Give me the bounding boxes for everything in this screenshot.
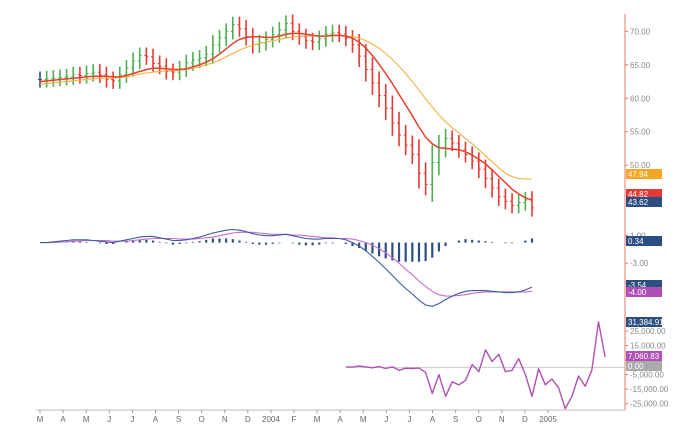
x-tick-label-17: A [430,415,436,424]
x-tick-label-20: N [499,415,505,424]
x-tick-label-11: F [292,415,297,424]
price-tick-label-2: 60.00 [630,94,651,103]
volume-value-tag-1: 7,060.83 [628,352,660,361]
x-tick-label-1: A [60,415,66,424]
chart-frame [36,14,626,411]
x-tick-label-6: S [176,415,181,424]
x-tick-label-2: M [83,415,90,424]
volume-value-tag-0: 31,384.91 [628,318,664,327]
macd-value-tag-0: 0.34 [628,237,644,246]
volume-value-tag-1-box [626,351,662,361]
macd-value-tag-2-box [626,287,662,297]
price-value-tag-0-box [626,169,662,179]
volume-value-tag-2: 0.00 [628,362,644,371]
volume-tick-label-0: 25,000.00 [630,327,666,336]
price-tick-label-0: 70.00 [630,27,651,36]
x-tick-label-7: O [199,415,205,424]
x-tick-label-21: D [522,415,528,424]
x-tick-label-15: J [384,415,388,424]
x-tick-label-0: M [37,415,44,424]
x-tick-label-10: 2004 [262,415,280,424]
volume-value-tag-2-box [626,361,662,371]
x-tick-label-18: S [453,415,458,424]
price-tick-label-4: 50.00 [630,161,651,170]
macd-value-tag-1-box [626,280,662,290]
volume-tick-label-1: 15,000.00 [630,342,666,351]
macd-value-tag-0-box [626,236,662,246]
x-tick-label-19: O [476,415,482,424]
x-tick-label-4: J [130,415,134,424]
x-tick-label-9: D [245,415,251,424]
volume-tick-label-5: -25,000.00 [630,400,669,409]
volume-value-tag-0-box [626,317,662,327]
volume-panel: 25,000.0015,000.005,000.00-5,000.00-15,0… [345,317,669,410]
price-tick-label-1: 65.00 [630,61,651,70]
macd-value-tag-1: -3.54 [628,281,647,290]
volume-tick-label-4: -15,000.00 [630,385,669,394]
x-tick-label-12: M [314,415,321,424]
macd-line [40,228,533,307]
price-value-tag-1: 44.82 [628,190,649,199]
volume-tick-label-3: -5,000.00 [630,371,664,380]
volume-oscillator-line [345,321,606,410]
x-tick-label-13: A [338,415,344,424]
macd-panel: 1.00-3.000.34-3.54-4.00 [40,228,662,307]
slow-moving-average-line [39,34,532,180]
macd-tick-label-1: -3.00 [630,259,649,268]
price-value-tag-1-box [626,189,662,199]
x-axis: M A M J J A S O N D 2004 F M A M J J A S O N D 2005 [37,410,557,424]
price-value-tag-0: 47.94 [628,170,649,179]
x-tick-label-8: N [222,415,228,424]
x-tick-label-22: 2005 [539,415,557,424]
price-value-tag-2-box [626,197,662,207]
price-tick-label-3: 55.00 [630,128,651,137]
x-tick-label-16: J [407,415,411,424]
x-tick-label-14: M [360,415,367,424]
x-tick-label-5: A [153,415,159,424]
fast-moving-average-line [39,32,533,201]
price-value-tag-2: 43.62 [628,198,649,207]
macd-value-tag-2: -4.00 [628,288,647,297]
x-tick-label-3: J [107,415,111,424]
